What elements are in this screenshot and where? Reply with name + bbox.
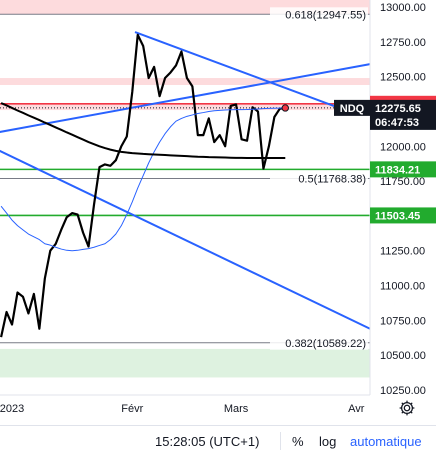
price-tick-label: 13000.00 (380, 2, 426, 14)
symbol-tag-bg (334, 99, 370, 116)
trendline (0, 149, 371, 330)
price-tick-label: 11250.00 (380, 246, 425, 258)
toolbar-divider (280, 432, 281, 450)
trendline (0, 63, 371, 133)
fib-label-bg (270, 7, 368, 22)
moving-average-line (0, 107, 286, 252)
time-tick-label: Févr (121, 403, 143, 415)
price-chart[interactable]: 0.618(12947.55) 0.5(11768.38) 0.382(10589.… (0, 0, 436, 425)
fib-level-label: 0.618(12947.55) (285, 9, 366, 21)
trendline (134, 31, 335, 108)
price-zone (0, 103, 370, 111)
gear-icon[interactable] (398, 399, 416, 417)
level-price-tag-bg (370, 161, 436, 178)
price-series-line (0, 33, 286, 338)
price-tick-label: 10750.00 (380, 315, 426, 327)
price-tick-label: 12500.00 (380, 72, 426, 84)
price-tick-label: 11000.00 (380, 281, 425, 293)
price-zone (0, 78, 370, 85)
level-price-tag-bg (370, 207, 436, 224)
last-price-tag-bg (370, 99, 436, 130)
price-tick-label: 12000.00 (380, 141, 426, 153)
fib-level-label: 0.382(10589.22) (285, 338, 366, 350)
price-tick-label: 12750.00 (380, 37, 426, 49)
price-tick-label: 10500.00 (380, 350, 426, 362)
time-tick-label: Avr (348, 403, 365, 415)
level-price-tag: 11503.45 (375, 210, 420, 222)
fib-label-bg (270, 335, 368, 350)
auto-scale-button[interactable]: automatique (350, 434, 422, 449)
fib-label-bg (270, 171, 368, 186)
slow-average-line (0, 102, 286, 159)
price-tick-label: 11750.00 (380, 176, 425, 188)
clock-label[interactable]: 15:28:05 (UTC+1) (155, 434, 260, 449)
chart-area[interactable]: 0.618(12947.55) 0.5(11768.38) 0.382(10589.… (0, 0, 436, 425)
symbol-tag: NDQ (340, 103, 365, 115)
bottom-toolbar: 15:28:05 (UTC+1) % log automatique (0, 425, 436, 456)
countdown-tag: 06:47:53 (375, 117, 419, 129)
last-price-dot (281, 104, 289, 112)
time-tick-label: 2023 (0, 403, 24, 415)
last-price-tag: 12275.65 (375, 103, 421, 115)
level-price-tag: 11834.21 (375, 164, 420, 176)
time-tick-label: Mars (224, 403, 249, 415)
price-zone (0, 348, 370, 378)
percent-scale-button[interactable]: % (292, 434, 304, 449)
price-tick-label: 10250.00 (380, 385, 426, 397)
fib-level-label: 0.5(11768.38) (298, 174, 366, 186)
log-scale-button[interactable]: log (319, 434, 337, 449)
